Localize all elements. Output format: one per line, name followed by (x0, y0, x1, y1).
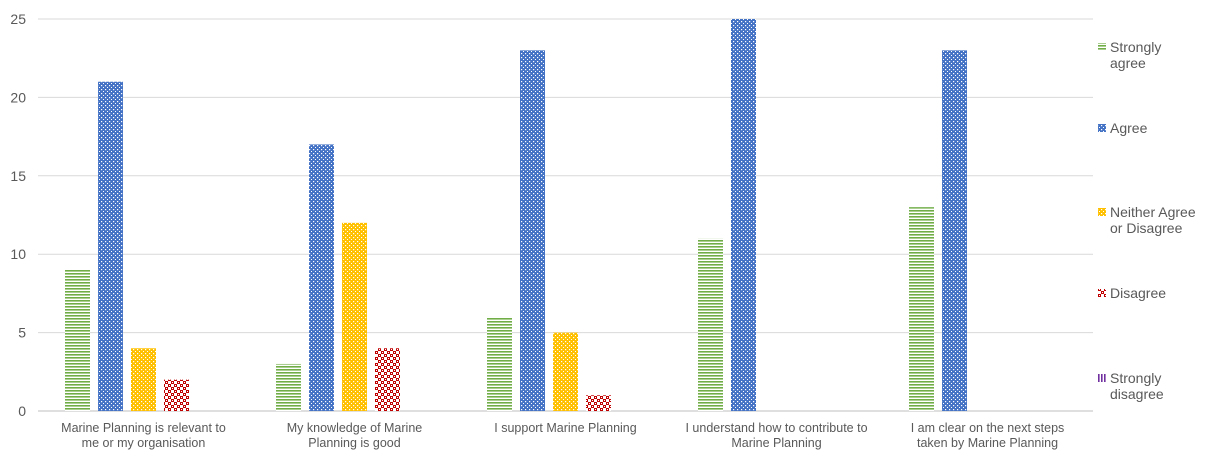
y-tick-label: 15 (10, 168, 26, 184)
bar-agree (731, 19, 756, 411)
legend-label: agree (1110, 55, 1146, 71)
x-tick-label: me or my organisation (82, 436, 206, 450)
bar-strongly-agree (909, 207, 934, 411)
legend-swatch (1098, 124, 1106, 132)
bar-agree (309, 144, 334, 411)
legend-swatch (1098, 208, 1106, 216)
y-tick-label: 25 (10, 11, 26, 27)
x-tick-label: I support Marine Planning (494, 421, 636, 435)
x-tick-label: Planning is good (308, 436, 400, 450)
legend-label: Agree (1110, 120, 1148, 136)
bar-disagree (586, 395, 611, 411)
legend-label: Neither Agree (1110, 204, 1196, 220)
bar-neither-agree-or-disagree (131, 348, 156, 411)
x-tick-label: Marine Planning is relevant to (61, 421, 226, 435)
bar-strongly-agree (487, 316, 512, 411)
x-tick-label: I am clear on the next steps (911, 421, 1065, 435)
y-tick-label: 0 (18, 403, 26, 419)
legend-swatch (1098, 289, 1106, 297)
bar-neither-agree-or-disagree (553, 332, 578, 411)
bar-strongly-agree (276, 363, 301, 411)
y-tick-label: 10 (10, 246, 26, 262)
bar-disagree (164, 379, 189, 411)
bar-agree (942, 50, 967, 412)
bar-disagree (375, 348, 400, 411)
legend-label: disagree (1110, 386, 1164, 402)
legend-swatch (1098, 43, 1106, 51)
bar-agree (520, 50, 545, 412)
legend-label: Strongly (1110, 39, 1161, 55)
bar-agree (98, 81, 123, 411)
legend-label: Strongly (1110, 370, 1161, 386)
bar-strongly-agree (698, 238, 723, 411)
bar-neither-agree-or-disagree (342, 222, 367, 411)
bar-strongly-agree (65, 269, 90, 411)
y-tick-label: 5 (18, 325, 26, 341)
x-tick-label: My knowledge of Marine (287, 421, 423, 435)
bars (65, 19, 967, 412)
y-axis: 0 5 10 15 20 25 (10, 11, 26, 419)
legend-swatch (1098, 374, 1106, 382)
legend-label: or Disagree (1110, 220, 1183, 236)
y-tick-label: 20 (10, 89, 26, 105)
legend-label: Disagree (1110, 285, 1166, 301)
x-tick-label: Marine Planning (731, 436, 821, 450)
x-tick-label: taken by Marine Planning (917, 436, 1058, 450)
x-tick-label: I understand how to contribute to (685, 421, 867, 435)
